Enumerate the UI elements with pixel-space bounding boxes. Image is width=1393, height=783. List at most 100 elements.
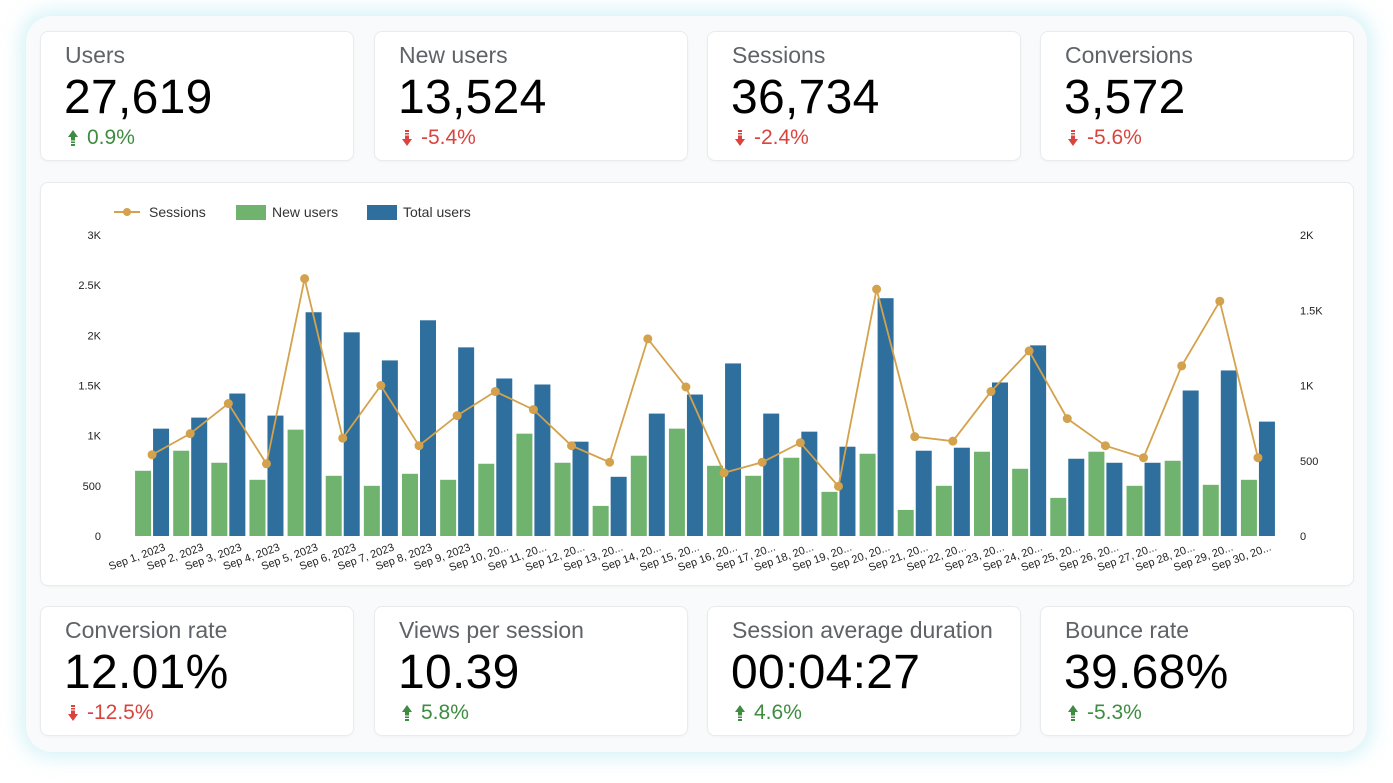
bar-new-users[interactable] <box>287 429 304 536</box>
sessions-point[interactable] <box>795 438 805 448</box>
right-axis-tick-label: 1K <box>1300 381 1314 393</box>
bar-total-users[interactable] <box>267 415 284 536</box>
bar-total-users[interactable] <box>496 378 513 536</box>
bar-total-users[interactable] <box>458 347 475 536</box>
sessions-point[interactable] <box>414 441 424 451</box>
bar-new-users[interactable] <box>440 479 457 536</box>
bar-new-users[interactable] <box>173 450 190 536</box>
bar-total-users[interactable] <box>763 413 780 536</box>
bar-total-users[interactable] <box>1220 370 1237 536</box>
sessions-point[interactable] <box>1062 414 1072 424</box>
bar-total-users[interactable] <box>1258 421 1275 536</box>
sessions-point[interactable] <box>605 457 615 467</box>
left-axis-tick-label: 2K <box>88 330 102 342</box>
left-axis: 0 500 1K 1.5K 2K 2.5K 3K <box>78 230 101 543</box>
sessions-point[interactable] <box>1253 453 1263 463</box>
sessions-point[interactable] <box>681 382 691 392</box>
bar-new-users[interactable] <box>783 457 800 536</box>
bar-total-users[interactable] <box>153 428 170 536</box>
bar-total-users[interactable] <box>610 476 627 536</box>
bar-total-users[interactable] <box>191 417 208 536</box>
sessions-point[interactable] <box>1024 346 1034 356</box>
bar-total-users[interactable] <box>992 382 1008 536</box>
bar-new-users[interactable] <box>249 479 266 536</box>
bar-total-users[interactable] <box>648 413 665 536</box>
bar-total-users[interactable] <box>1144 462 1161 536</box>
bar-total-users[interactable] <box>1030 345 1047 536</box>
bar-new-users[interactable] <box>897 509 914 536</box>
bar-new-users[interactable] <box>554 462 571 536</box>
bar-new-users[interactable] <box>135 470 152 536</box>
bar-new-users[interactable] <box>974 451 990 536</box>
bar-total-users[interactable] <box>725 363 742 536</box>
bar-new-users[interactable] <box>821 491 838 536</box>
sessions-point[interactable] <box>1139 453 1149 463</box>
sessions-point[interactable] <box>300 274 310 284</box>
bar-total-users[interactable] <box>1068 458 1085 536</box>
sessions-point[interactable] <box>338 433 348 443</box>
bar-new-users[interactable] <box>707 465 724 536</box>
bar-new-users[interactable] <box>1012 468 1029 536</box>
kpi-change-value: -12.5% <box>87 701 154 724</box>
kpi-card-new-users: New users 13,524 -5.4% <box>374 31 688 161</box>
bar-total-users[interactable] <box>877 298 894 536</box>
sessions-point[interactable] <box>757 457 767 467</box>
sessions-point[interactable] <box>872 284 882 294</box>
sessions-point[interactable] <box>643 334 653 344</box>
bar-total-users[interactable] <box>381 360 398 536</box>
kpi-value: 00:04:27 <box>731 646 921 699</box>
bar-new-users[interactable] <box>1164 460 1181 536</box>
bar-new-users[interactable] <box>745 475 762 536</box>
bar-new-users[interactable] <box>1126 485 1143 536</box>
bar-total-users[interactable] <box>572 441 589 536</box>
bar-total-users[interactable] <box>343 332 360 536</box>
sessions-point[interactable] <box>261 459 271 469</box>
bar-total-users[interactable] <box>915 450 932 536</box>
bar-new-users[interactable] <box>630 455 647 536</box>
kpi-card-conversion-rate: Conversion rate 12.01% -12.5% <box>40 606 354 736</box>
bar-new-users[interactable] <box>325 475 342 536</box>
kpi-value: 13,524 <box>398 71 547 124</box>
bar-new-users[interactable] <box>935 485 952 536</box>
sessions-point[interactable] <box>528 405 538 415</box>
bar-total-users[interactable] <box>420 320 436 536</box>
kpi-card-bounce-rate: Bounce rate 39.68% -5.3% <box>1040 606 1354 736</box>
bar-new-users[interactable] <box>668 428 685 536</box>
sessions-point[interactable] <box>1100 441 1110 451</box>
bar-new-users[interactable] <box>592 505 609 536</box>
sessions-point[interactable] <box>452 411 462 421</box>
sessions-point[interactable] <box>910 432 920 442</box>
bar-new-users[interactable] <box>1088 451 1105 536</box>
bar-new-users[interactable] <box>1202 484 1219 536</box>
sessions-point[interactable] <box>223 399 233 409</box>
bar-new-users[interactable] <box>211 462 228 536</box>
bar-new-users[interactable] <box>859 453 876 536</box>
bar-total-users[interactable] <box>686 394 703 536</box>
kpi-change-value: 5.8% <box>421 701 469 724</box>
bar-new-users[interactable] <box>363 485 380 536</box>
kpi-change-value: -5.6% <box>1087 126 1142 149</box>
kpi-value: 39.68% <box>1064 646 1229 699</box>
sessions-point[interactable] <box>948 436 958 446</box>
sessions-point[interactable] <box>1177 361 1187 371</box>
sessions-point[interactable] <box>1215 296 1225 306</box>
bar-total-users[interactable] <box>1106 462 1123 536</box>
bar-new-users[interactable] <box>478 463 495 536</box>
sessions-point[interactable] <box>986 387 996 397</box>
bar-new-users[interactable] <box>1240 479 1257 536</box>
sessions-point[interactable] <box>147 450 157 460</box>
sessions-point[interactable] <box>719 468 729 478</box>
bar-new-users[interactable] <box>516 433 533 536</box>
sessions-point[interactable] <box>490 387 500 397</box>
bar-total-users[interactable] <box>1182 390 1199 536</box>
bar-total-users[interactable] <box>839 446 856 536</box>
bar-total-users[interactable] <box>953 447 970 536</box>
sessions-point[interactable] <box>185 429 195 439</box>
bar-total-users[interactable] <box>305 312 322 536</box>
sessions-point[interactable] <box>376 381 386 390</box>
sessions-point[interactable] <box>567 441 577 451</box>
bar-total-users[interactable] <box>229 393 246 536</box>
sessions-point[interactable] <box>833 481 843 491</box>
bar-new-users[interactable] <box>402 473 418 536</box>
bar-new-users[interactable] <box>1050 497 1067 536</box>
